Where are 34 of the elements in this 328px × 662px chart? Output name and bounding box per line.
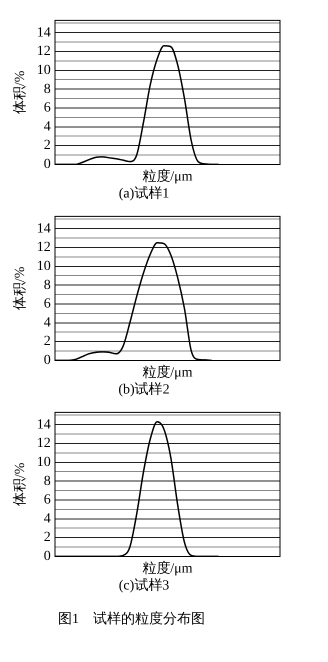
y-tick-label: 6 [44, 296, 51, 312]
y-tick-label: 14 [36, 25, 51, 40]
y-tick-label: 0 [44, 353, 51, 368]
y-tick-label: 14 [36, 221, 51, 236]
y-tick-label: 4 [44, 119, 51, 134]
y-tick-label: 12 [36, 240, 51, 256]
x-axis-title: 粒度/μm [142, 364, 193, 380]
y-tick-label: 10 [36, 454, 51, 470]
y-tick-label: 2 [44, 334, 51, 350]
y-axis-title: 体积/% [12, 462, 28, 506]
y-tick-label: 0 [44, 157, 51, 172]
x-axis-title: 粒度/μm [142, 168, 193, 184]
y-tick-label: 0 [44, 549, 51, 564]
text: (a)试样1 [118, 185, 170, 202]
y-tick-label: 6 [44, 492, 51, 508]
caption: 图1 试样的粒度分布图 [57, 610, 206, 628]
y-axis-title: 体积/% [12, 70, 28, 114]
x-axis-title: 粒度/μm [142, 560, 193, 576]
y-axis-title: 体积/% [12, 266, 28, 310]
y-tick-label: 4 [44, 511, 51, 526]
y-tick-label: 2 [44, 138, 51, 154]
y-tick-label: 8 [44, 474, 51, 489]
y-tick-label: 8 [44, 278, 51, 293]
y-tick-label: 10 [36, 258, 51, 274]
text: (c)试样3 [118, 577, 170, 594]
y-tick-label: 14 [36, 417, 51, 432]
text: (b)试样2 [118, 381, 170, 398]
y-tick-label: 6 [44, 100, 51, 116]
y-tick-label: 8 [44, 82, 51, 97]
y-tick-label: 12 [36, 44, 51, 60]
y-tick-label: 2 [44, 530, 51, 546]
y-tick-label: 10 [36, 62, 51, 78]
y-tick-label: 4 [44, 315, 51, 330]
y-tick-label: 12 [36, 436, 51, 452]
